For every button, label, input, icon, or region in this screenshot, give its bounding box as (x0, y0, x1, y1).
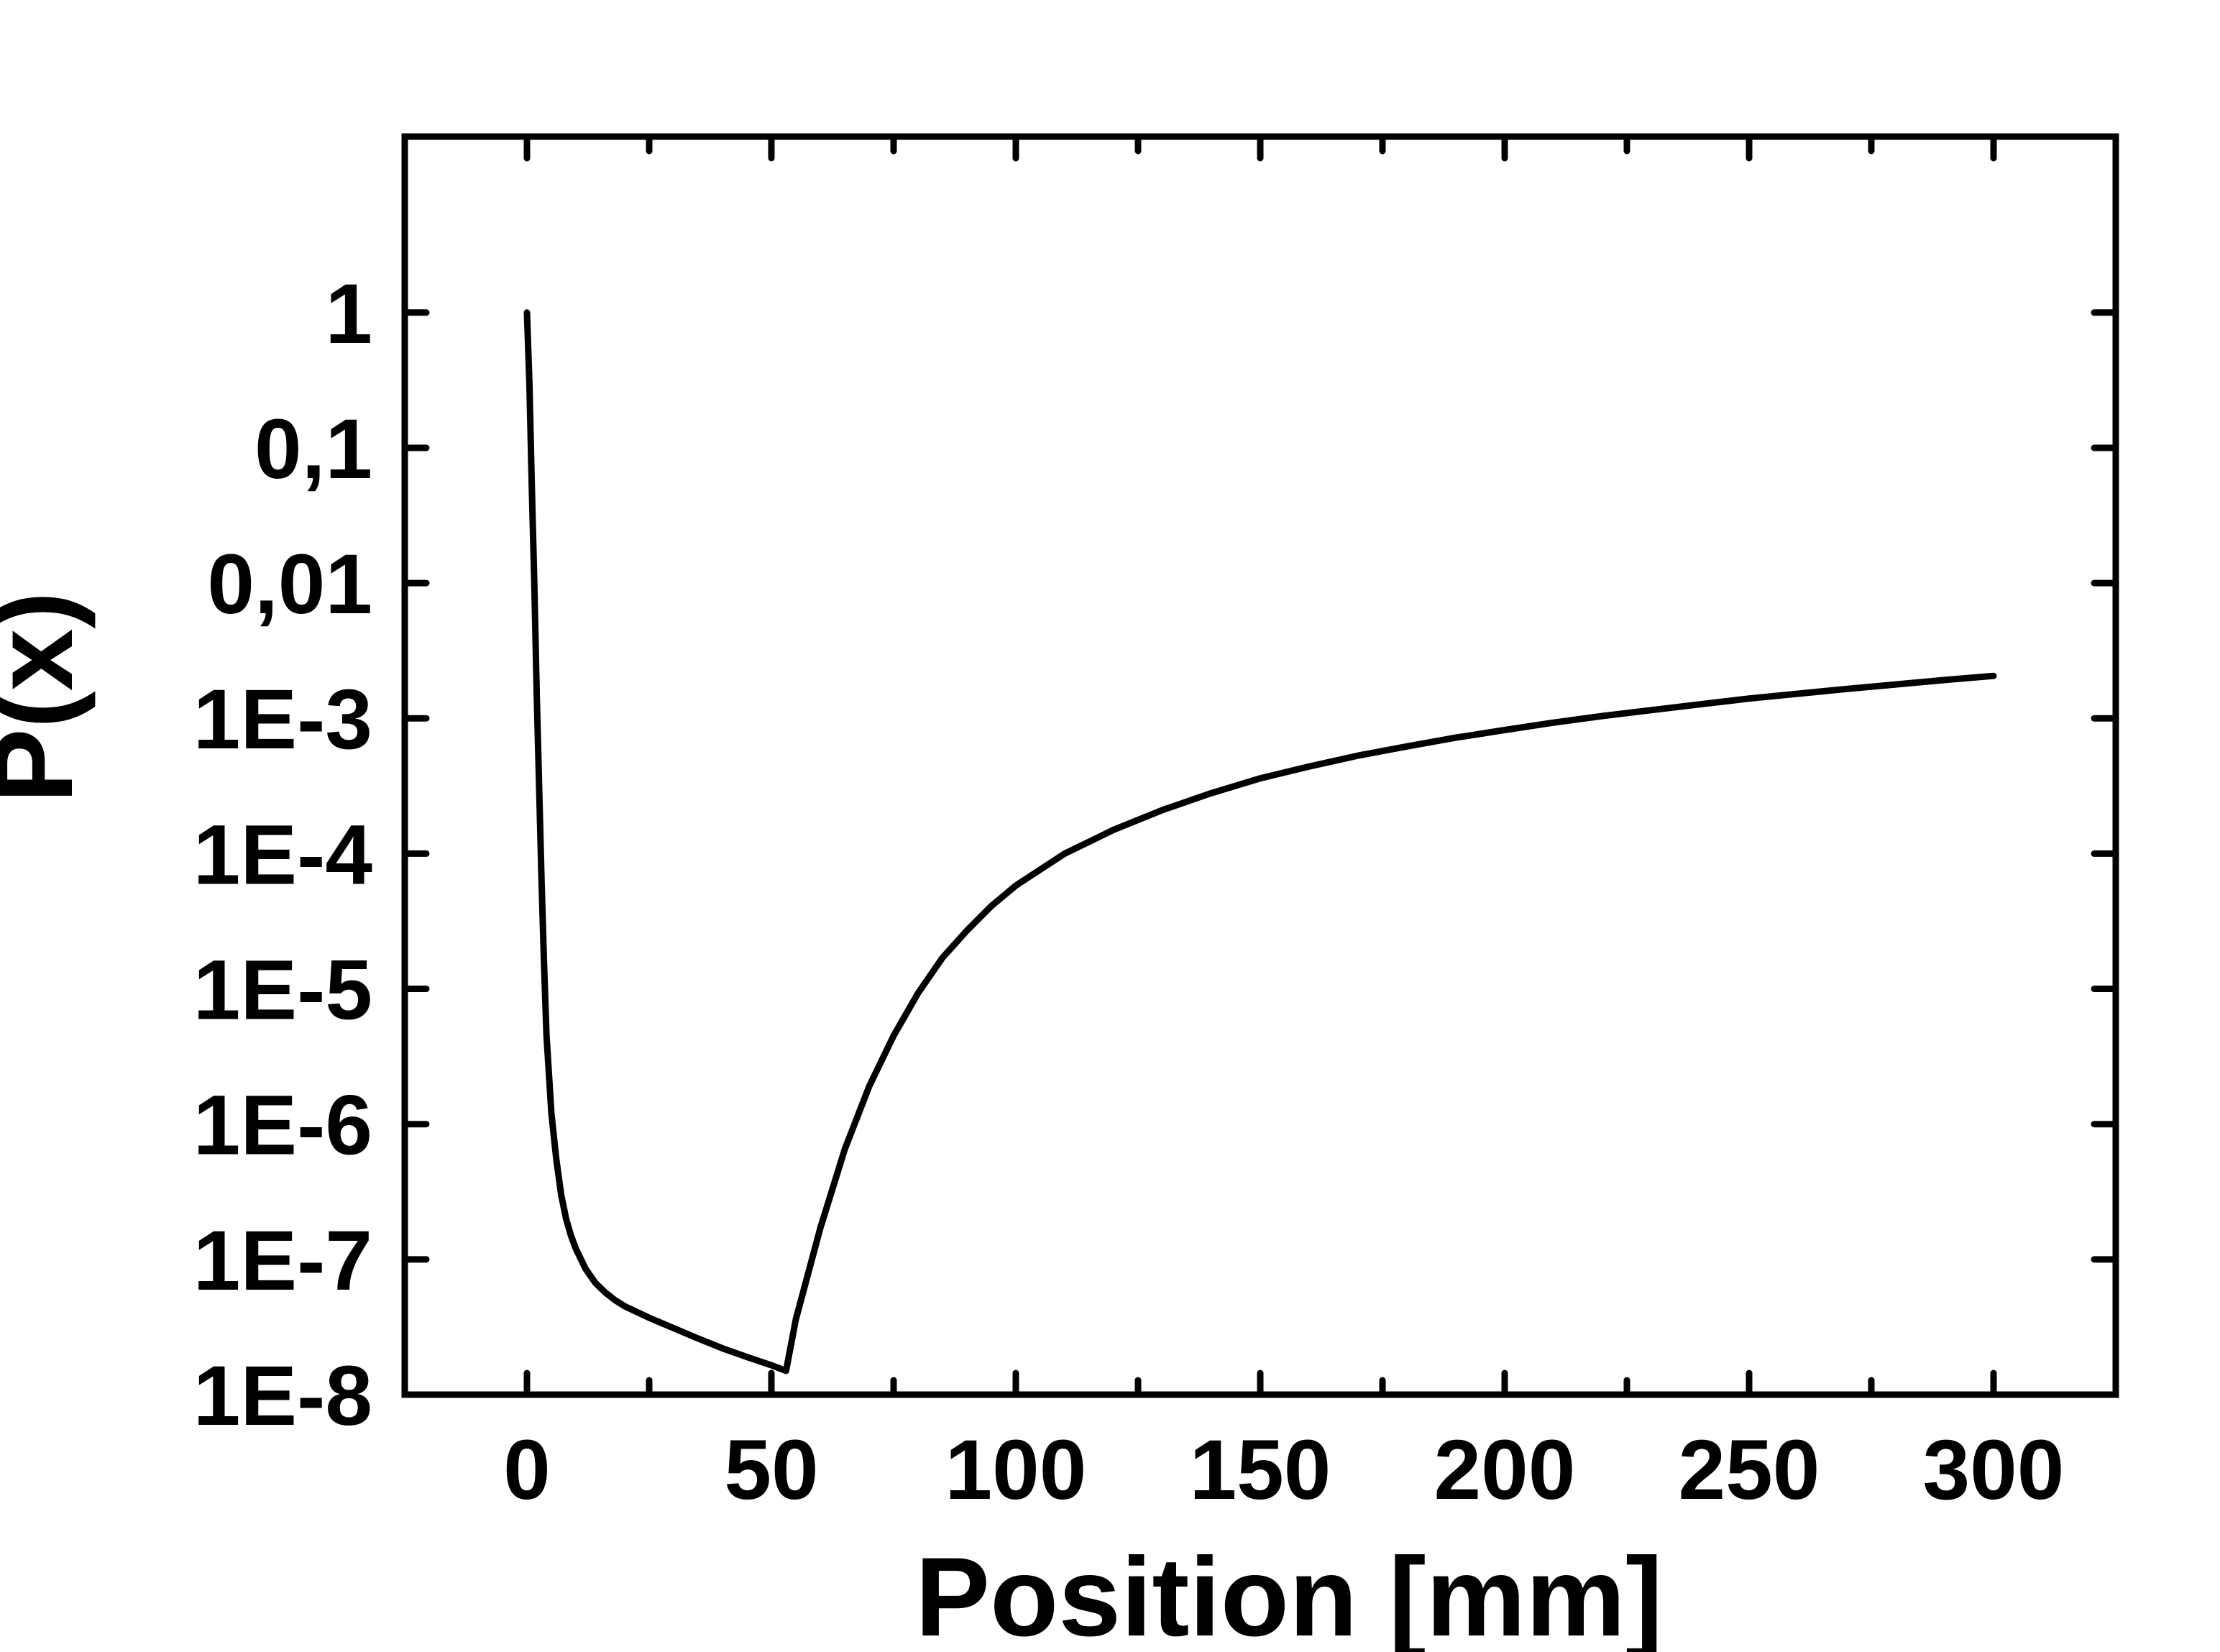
series-line (523, 309, 1997, 1375)
x-tick-label: 150 (1190, 1423, 1331, 1518)
plot-frame (401, 133, 2119, 1398)
x-tick-label: 100 (945, 1423, 1087, 1518)
y-tick-label: 1E-5 (193, 943, 372, 1038)
x-tick-label: 200 (1434, 1423, 1576, 1518)
y-tick-label: 1 (325, 267, 372, 362)
tick-labels: 0 50 100 150 200 250 300 1E-8 1E-7 1E-6 1E-5 1E-4 1E… (193, 267, 2065, 1518)
y-tick-label: 1E-4 (193, 807, 372, 902)
axis-ticks (401, 133, 2119, 1398)
x-tick-label: 250 (1679, 1423, 1820, 1518)
y-axis-title: P(x) (0, 592, 96, 804)
x-tick-label: 300 (1923, 1423, 2065, 1518)
y-tick-label: 1E-6 (193, 1078, 372, 1173)
x-tick-label: 50 (724, 1423, 818, 1518)
y-tick-label: 1E-3 (193, 672, 372, 767)
x-axis-title: Position [mm] (915, 1535, 1663, 1652)
y-tick-label: 1E-8 (193, 1349, 372, 1444)
y-tick-label: 1E-7 (193, 1213, 372, 1308)
y-tick-label: 0,01 (207, 537, 372, 632)
y-tick-label: 0,1 (254, 402, 372, 497)
x-tick-label: 0 (503, 1423, 551, 1518)
